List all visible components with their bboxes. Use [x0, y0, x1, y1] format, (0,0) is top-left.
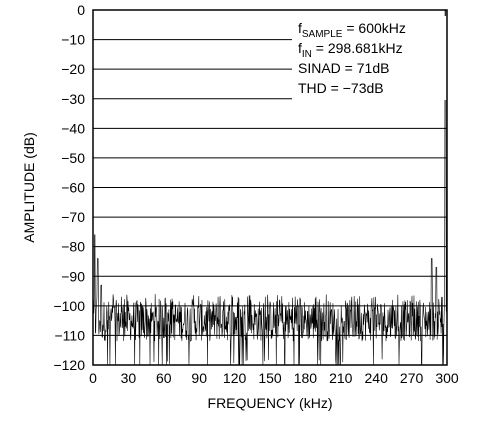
- y-tick-label: −90: [61, 268, 85, 284]
- x-tick-label: 120: [223, 370, 247, 386]
- x-tick-label: 150: [258, 370, 282, 386]
- annotation-line: SINAD = 71dB: [298, 60, 389, 76]
- x-tick-label: 0: [89, 370, 97, 386]
- annotation-subscript: SAMPLE: [302, 29, 343, 40]
- x-tick-label: 210: [329, 370, 353, 386]
- annotation-line: fSAMPLE = 600kHz: [298, 20, 406, 40]
- annotation-line: fIN = 298.681kHz: [298, 40, 403, 60]
- annotation-main: f: [298, 20, 302, 36]
- y-axis-tick-labels: 0 −10 −20 −30 −40 −50 −60 −70 −80 −90 −100 −110 −120: [53, 2, 85, 373]
- y-tick-label: 0: [77, 2, 85, 18]
- y-axis-title: AMPLITUDE (dB): [21, 132, 37, 242]
- annotation-value: = 298.681kHz: [312, 40, 403, 56]
- plot-frame: [92, 9, 448, 366]
- y-tick-label: −40: [61, 120, 85, 136]
- annotation-main: SINAD = 71dB: [298, 60, 389, 76]
- y-tick-label: −10: [61, 32, 85, 48]
- y-tick-label: −110: [55, 327, 86, 343]
- spectrum-trace: [92, 9, 448, 366]
- annotation-value: = 600kHz: [342, 20, 405, 36]
- x-tick-label: 30: [121, 370, 137, 386]
- y-tick-label: −20: [61, 61, 85, 77]
- y-tick-label: −120: [53, 357, 85, 373]
- y-tick-label: −100: [53, 298, 85, 314]
- spectrum-trace-group: [92, 9, 448, 366]
- y-tick-label: −60: [61, 180, 85, 196]
- annotation-main: f: [298, 40, 302, 56]
- x-axis-tick-labels: 0 30 60 90 120 150 180 210 240 270 300: [89, 370, 459, 386]
- y-tick-label: −70: [61, 209, 85, 225]
- x-tick-label: 90: [191, 370, 207, 386]
- grid-lines: [93, 39, 447, 336]
- y-tick-label: −50: [61, 150, 85, 166]
- annotation-subscript: IN: [302, 49, 312, 60]
- y-tick-label: −80: [61, 239, 85, 255]
- x-tick-label: 180: [294, 370, 318, 386]
- y-tick-label: −30: [61, 91, 85, 107]
- x-axis-title: FREQUENCY (kHz): [208, 395, 333, 411]
- annotation-main: THD = −73dB: [298, 80, 384, 96]
- x-tick-label: 60: [156, 370, 172, 386]
- annotation-background: [292, 16, 448, 100]
- x-tick-label: 240: [365, 370, 389, 386]
- x-tick-label: 300: [435, 370, 459, 386]
- x-tick-label: 270: [400, 370, 424, 386]
- annotation-line: THD = −73dB: [298, 80, 384, 96]
